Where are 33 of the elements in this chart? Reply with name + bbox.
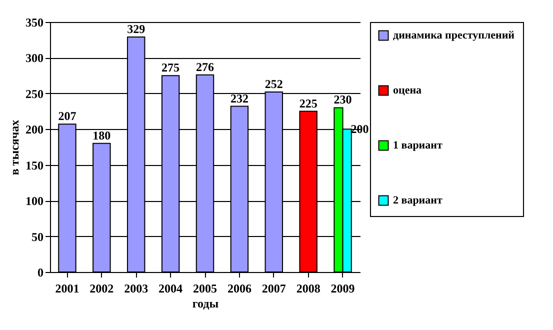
- data-label: 232: [230, 91, 248, 106]
- legend-label: оцена: [393, 84, 422, 96]
- y-tick-label: 300: [26, 51, 44, 66]
- data-label: 276: [196, 60, 214, 74]
- data-label: 230: [334, 92, 352, 107]
- x-tick-label: 2001: [55, 282, 80, 296]
- y-axis-title: в тысячах: [8, 120, 22, 176]
- data-label: 180: [92, 128, 111, 142]
- data-label: 275: [162, 60, 180, 75]
- x-axis-title: годы: [192, 296, 220, 310]
- x-tick-label: 2004: [158, 282, 183, 296]
- x-tick-label: 2007: [262, 282, 286, 296]
- data-label: 225: [299, 96, 318, 110]
- y-tick-label: 350: [26, 16, 44, 30]
- x-tick-label: 2002: [90, 282, 114, 296]
- legend-label: динамика преступлений: [393, 30, 516, 42]
- legend-label: 2 вариант: [393, 194, 443, 206]
- x-tick-label: 2006: [227, 282, 252, 296]
- data-label: 252: [264, 77, 283, 91]
- y-tick-label: 0: [38, 266, 44, 280]
- y-tick-label: 50: [32, 230, 44, 244]
- legend-label: 1 вариант: [393, 140, 443, 152]
- y-tick-label: 200: [26, 122, 44, 137]
- x-tick-label: 2003: [124, 282, 148, 296]
- data-label: 329: [127, 22, 146, 36]
- data-label: 200: [350, 122, 369, 136]
- x-tick-label: 2005: [193, 282, 217, 296]
- y-tick-label: 150: [26, 158, 44, 172]
- x-tick-label: 2009: [330, 282, 355, 296]
- x-tick-label: 2008: [296, 282, 320, 296]
- y-tick-label: 100: [26, 194, 44, 208]
- data-label: 207: [58, 109, 76, 124]
- y-tick-label: 250: [26, 86, 44, 101]
